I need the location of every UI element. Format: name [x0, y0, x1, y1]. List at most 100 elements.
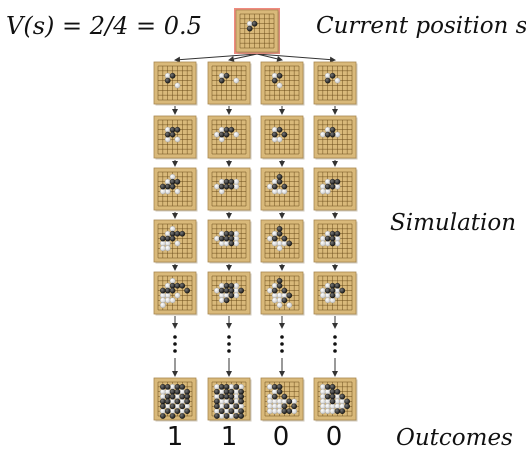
- white-stone: [324, 72, 331, 79]
- go-board: [207, 377, 251, 421]
- black-stone: [160, 403, 166, 410]
- go-board: [260, 167, 304, 211]
- white-stone: [159, 393, 166, 400]
- black-stone: [228, 178, 235, 185]
- tree-arrow: [256, 53, 336, 63]
- white-stone: [324, 398, 331, 405]
- black-stone: [184, 388, 190, 395]
- white-stone: [218, 126, 225, 133]
- white-stone: [266, 398, 273, 405]
- go-board: [207, 61, 251, 105]
- go-board: [153, 61, 197, 105]
- white-stone: [238, 403, 245, 410]
- white-stone: [276, 188, 283, 195]
- white-stone: [174, 188, 181, 195]
- white-stone: [271, 388, 278, 395]
- black-stone: [228, 393, 235, 400]
- black-stone: [334, 282, 341, 289]
- black-stone: [329, 126, 336, 133]
- black-stone: [329, 292, 336, 299]
- black-stone: [223, 287, 230, 294]
- white-stone: [159, 188, 166, 195]
- white-stone: [319, 393, 326, 400]
- black-stone: [233, 403, 240, 410]
- black-stone: [286, 398, 293, 405]
- black-stone: [223, 235, 230, 242]
- white-stone: [169, 297, 176, 304]
- white-stone: [319, 183, 326, 190]
- white-stone: [179, 408, 186, 415]
- black-stone: [179, 230, 186, 237]
- current-position-label: Current position s: [316, 13, 526, 39]
- go-board: [313, 115, 357, 159]
- go-board: [207, 219, 251, 263]
- white-stone: [271, 72, 278, 79]
- white-stone: [218, 178, 225, 185]
- white-stone: [291, 408, 298, 415]
- black-stone: [238, 408, 244, 414]
- go-board: [153, 219, 197, 263]
- white-stone: [266, 403, 273, 410]
- white-stone: [164, 240, 171, 247]
- white-stone: [276, 136, 283, 143]
- white-stone: [159, 297, 166, 304]
- black-stone: [223, 384, 230, 390]
- ellipsis-dot: [227, 335, 231, 339]
- black-stone: [179, 413, 186, 419]
- black-stone: [164, 287, 171, 294]
- black-stone: [329, 384, 336, 390]
- simulation-board: [153, 271, 198, 316]
- white-stone: [276, 398, 283, 405]
- black-stone: [169, 413, 176, 419]
- white-stone: [334, 393, 341, 400]
- white-stone: [164, 388, 171, 395]
- black-stone: [160, 413, 166, 419]
- black-stone: [281, 183, 288, 190]
- white-stone: [174, 240, 181, 247]
- white-stone: [276, 302, 283, 309]
- white-stone: [276, 240, 283, 247]
- white-stone: [218, 240, 225, 247]
- arrows-layer: [172, 53, 338, 377]
- white-stone: [271, 398, 278, 405]
- black-stone: [164, 393, 171, 400]
- simulation-board: [207, 115, 252, 160]
- black-stone: [160, 398, 166, 405]
- black-stone: [228, 235, 235, 242]
- black-stone: [164, 183, 171, 190]
- boards-layer: [153, 8, 358, 422]
- white-stone: [223, 398, 230, 405]
- black-stone: [334, 388, 341, 395]
- white-stone: [169, 408, 176, 415]
- black-stone: [164, 398, 171, 405]
- white-stone: [213, 393, 220, 400]
- white-stone: [233, 388, 240, 395]
- white-stone: [319, 388, 326, 395]
- ellipsis-dot: [173, 342, 177, 346]
- ellipsis-dot: [333, 335, 337, 339]
- white-stone: [174, 82, 181, 89]
- white-stone: [271, 403, 278, 410]
- white-stone: [218, 398, 225, 405]
- black-stone: [329, 393, 336, 400]
- white-stone: [228, 403, 235, 410]
- black-stone: [281, 235, 288, 242]
- outcomes-label: Outcomes: [396, 425, 513, 451]
- white-stone: [281, 398, 288, 405]
- black-stone: [164, 384, 171, 390]
- simulation-board: [260, 61, 305, 106]
- black-stone: [238, 287, 244, 294]
- white-stone: [334, 292, 341, 299]
- ellipsis-dot: [227, 349, 231, 353]
- white-stone: [164, 178, 171, 185]
- tree-arrow: [174, 53, 258, 63]
- white-stone: [266, 393, 273, 400]
- black-stone: [271, 77, 278, 84]
- go-board: [207, 115, 251, 159]
- white-stone: [271, 282, 278, 289]
- black-stone: [276, 278, 283, 284]
- black-stone: [164, 235, 171, 242]
- white-stone: [184, 403, 191, 410]
- white-stone: [266, 287, 273, 294]
- go-board: [260, 115, 304, 159]
